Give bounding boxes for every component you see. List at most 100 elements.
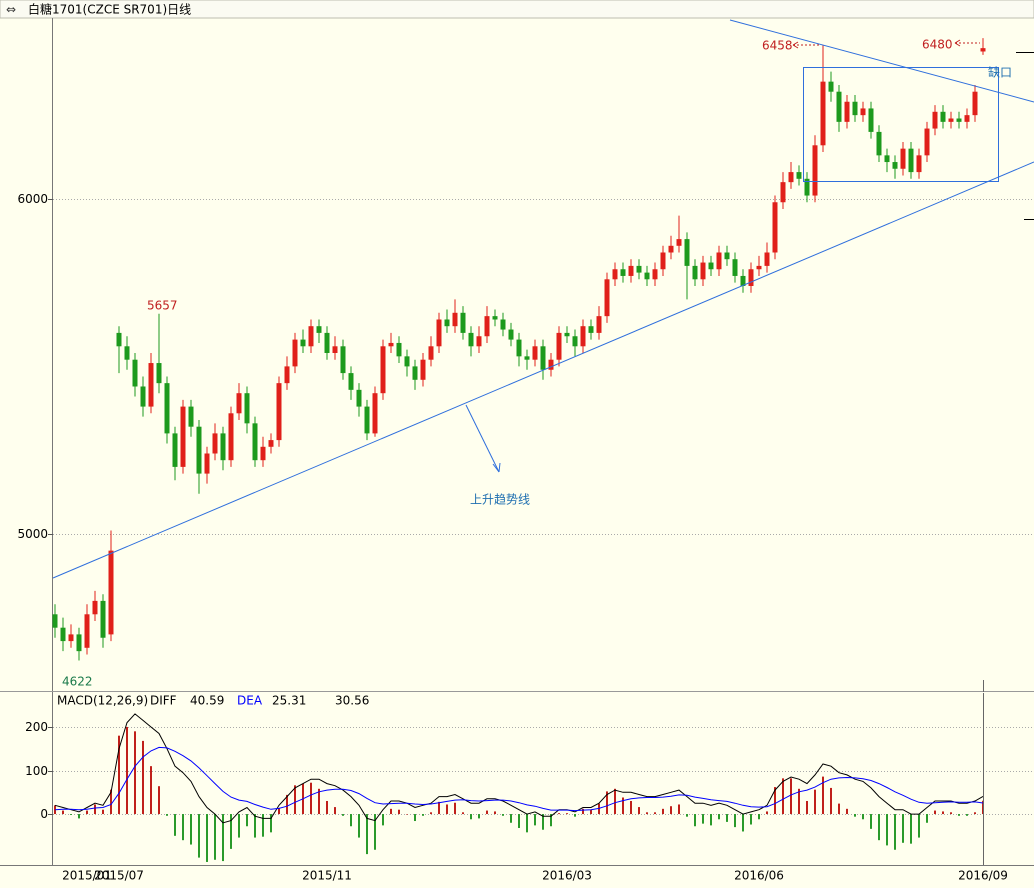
chart-title: 白糖1701(CZCE SR701)日线 (28, 2, 191, 17)
candle-body (436, 319, 442, 347)
candle-body (828, 81, 834, 92)
macd-bar (822, 776, 824, 815)
candle-body (860, 108, 866, 116)
macd-bar (934, 810, 936, 815)
marks (52, 38, 986, 862)
macd-bar (718, 814, 720, 820)
candle-body (324, 332, 330, 353)
macd-header: MACD(12,26,9) DIFF 40.59 DEA 25.31 30.56 (57, 694, 369, 708)
macd-bar (630, 800, 632, 815)
candle-body (540, 346, 546, 370)
candle-body (164, 383, 170, 434)
macd-bar (678, 804, 680, 815)
box (803, 67, 999, 182)
title-bar (0, 0, 1034, 19)
candle-body (492, 316, 498, 320)
candle-body (76, 634, 82, 652)
macd-bar (390, 808, 392, 815)
price-label: 5657 (147, 299, 178, 313)
macd-bar (454, 802, 456, 815)
candle-body (292, 339, 298, 367)
macd-bar (654, 812, 656, 815)
candle-body (524, 356, 530, 360)
candle-body (900, 148, 906, 169)
candle-body (740, 275, 746, 286)
macd-bar (606, 791, 608, 815)
candle-body (868, 108, 874, 132)
macd-bar (742, 814, 744, 832)
candle-body (908, 148, 914, 173)
macd-bar (102, 809, 104, 815)
candle-body (676, 239, 682, 246)
candle-body (636, 265, 642, 273)
drawings: 上升趋势线 缺口 5657 6458 6480 4622 (52, 19, 1034, 865)
macd-bar (750, 814, 752, 825)
macd-bar (150, 766, 152, 815)
macd-bar (494, 811, 496, 815)
candle-body (308, 326, 314, 347)
candle-body (116, 332, 122, 347)
candle-body (132, 359, 138, 387)
macd-bar (222, 814, 224, 862)
candle-body (852, 101, 858, 116)
macd-bar (662, 808, 664, 815)
macd-bar (766, 811, 768, 815)
macd-bar (462, 812, 464, 815)
candle-body (588, 326, 594, 333)
candle-body (468, 332, 474, 347)
macd-bar (158, 786, 160, 815)
macd-bar (526, 814, 528, 833)
arrow-head (954, 39, 961, 47)
candle-body (260, 446, 266, 461)
candle-body (724, 252, 730, 260)
macd-bar (830, 787, 832, 815)
candle-body (692, 265, 698, 280)
macd-bar (790, 778, 792, 815)
macd-bar (798, 788, 800, 815)
macd-bar (910, 814, 912, 844)
macd-bar (894, 814, 896, 850)
macd-bar (382, 814, 384, 826)
candle-body (876, 131, 882, 156)
macd-bar (958, 814, 960, 816)
candle-body (372, 393, 378, 434)
macd-bar (438, 801, 440, 815)
macd-bar (422, 814, 424, 816)
macd-bar (238, 814, 240, 838)
candle-body (220, 433, 226, 461)
macd-bar (942, 811, 944, 815)
macd-bar (886, 814, 888, 846)
candle-body (388, 342, 394, 347)
candle-body (972, 91, 978, 116)
candle-body (252, 423, 258, 461)
macd-bar (734, 814, 736, 828)
macd-bar (398, 809, 400, 815)
candle-body (940, 111, 946, 122)
y-tick-label: 6000 (17, 192, 48, 206)
macd-bar (470, 814, 472, 820)
macd-bar (510, 814, 512, 823)
candle-body (532, 346, 538, 360)
candle-body (604, 279, 610, 317)
legend-value: 25.31 (272, 694, 306, 708)
macd-bar (70, 814, 72, 815)
candle-body (844, 101, 850, 122)
macd-title: MACD(12,26,9) (57, 694, 148, 708)
candle-body (340, 346, 346, 374)
candle-body (364, 406, 370, 434)
candle-body (964, 115, 970, 122)
price-label: 6480 (922, 38, 953, 52)
legend-value: 40.59 (190, 694, 224, 708)
candle-body (204, 453, 210, 474)
candle-body (156, 363, 162, 384)
candle-body (924, 128, 930, 156)
macd-bar (686, 814, 688, 817)
candle-body (100, 600, 106, 638)
macd-bar (806, 800, 808, 815)
macd-bar (622, 797, 624, 815)
macd-bar (430, 812, 432, 815)
macd-bar (838, 803, 840, 815)
candle-body (956, 118, 962, 122)
candle-body (628, 265, 634, 276)
macd-bar (342, 814, 344, 816)
